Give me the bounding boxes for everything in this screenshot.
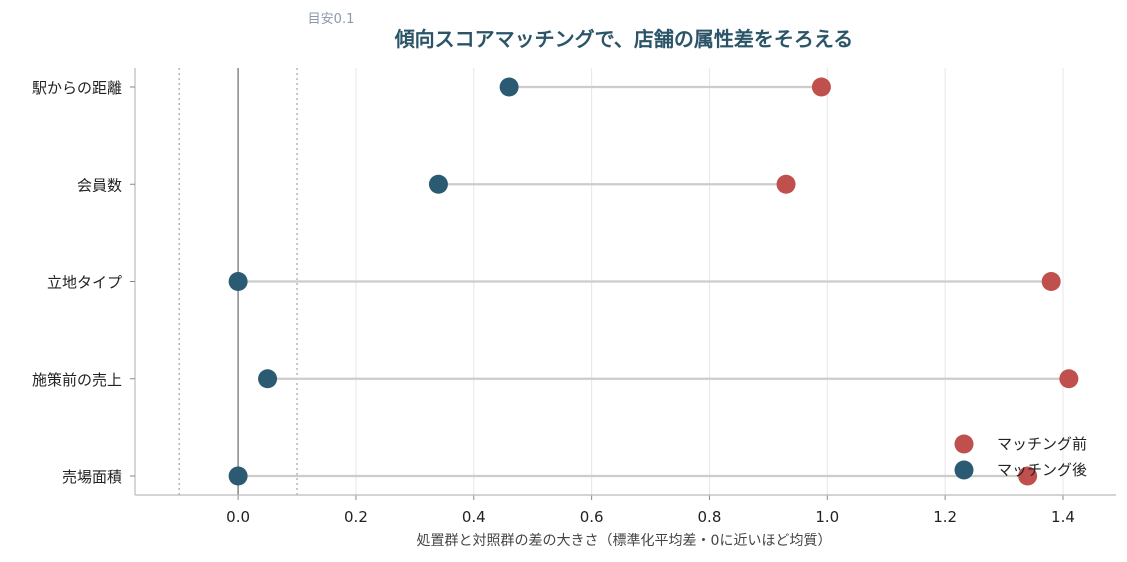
chart-title: 傾向スコアマッチングで、店舗の属性差をそろえる xyxy=(394,27,854,51)
x-axis-title: 処置群と対照群の差の大きさ（標準化平均差・0に近いほど均質） xyxy=(417,533,832,549)
legend-marker xyxy=(954,460,974,480)
x-tick-label: 0.6 xyxy=(580,508,604,526)
x-tick-label: 0.4 xyxy=(462,508,486,526)
point-before-matching xyxy=(811,77,831,97)
x-tick-label: 0.2 xyxy=(344,508,368,526)
x-tick-label: 1.0 xyxy=(815,508,839,526)
legend-marker xyxy=(954,434,974,454)
point-after-matching xyxy=(499,77,519,97)
point-after-matching xyxy=(428,174,448,194)
point-before-matching xyxy=(1018,466,1038,486)
point-before-matching xyxy=(1059,369,1079,389)
legend-label: マッチング後 xyxy=(997,461,1087,479)
x-tick-label: 1.2 xyxy=(933,508,957,526)
data-points xyxy=(228,77,1079,486)
x-tick-label: 0.0 xyxy=(226,508,250,526)
x-tick-label: 1.4 xyxy=(1051,508,1075,526)
connectors xyxy=(238,85,1069,478)
point-before-matching xyxy=(776,174,796,194)
y-tick-label: 売場面積 xyxy=(62,468,122,486)
y-tick-label: 駅からの距離 xyxy=(32,79,122,97)
y-tick-label: 会員数 xyxy=(77,176,122,194)
x-tick-label: 0.8 xyxy=(698,508,722,526)
reference-line-label: 目安0.1 xyxy=(308,12,355,27)
axes xyxy=(130,68,1116,500)
point-after-matching xyxy=(228,466,248,486)
y-tick-label: 施策前の売上 xyxy=(32,371,122,389)
legend-label: マッチング前 xyxy=(997,435,1087,453)
y-tick-label: 立地タイプ xyxy=(47,274,122,292)
point-after-matching xyxy=(258,369,278,389)
point-after-matching xyxy=(228,272,248,291)
point-before-matching xyxy=(1041,272,1061,291)
tick-labels: 0.0 0.2 0.4 0.6 0.8 1.0 1.2 1.4 駅からの距離会員数立地タイプ施策… xyxy=(32,79,1075,526)
